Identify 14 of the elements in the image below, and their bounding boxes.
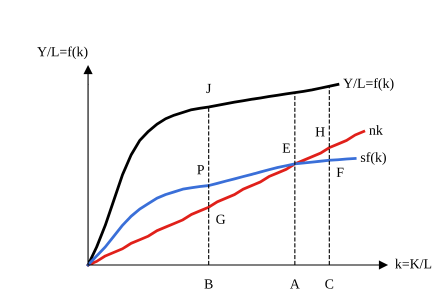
annotation: G — [216, 214, 226, 224]
annotation: F — [336, 168, 344, 177]
annotation: J — [206, 84, 212, 94]
x-tick-label: B — [204, 279, 213, 289]
x-tick-label: C — [325, 279, 334, 289]
y-axis-title: Y/L=f(k) — [37, 46, 88, 60]
annotation: E — [282, 144, 290, 153]
series-label: nk — [369, 125, 383, 135]
x-axis-title: k=K/L — [395, 258, 432, 268]
annotation: P — [197, 165, 204, 174]
annotation: H — [316, 127, 325, 136]
x-tick-label: A — [290, 279, 300, 289]
series-label: Y/L=f(k) — [343, 78, 394, 91]
series-label: sf(k) — [360, 152, 386, 165]
